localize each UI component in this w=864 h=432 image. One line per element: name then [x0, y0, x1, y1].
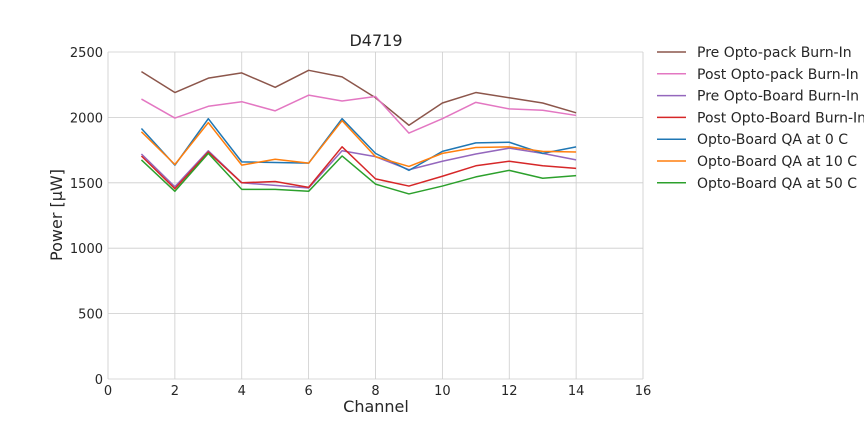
legend-entry: Opto-Board QA at 50 C	[697, 176, 857, 192]
y-tick-labels: 0 500 1000 1500 2000 2500	[70, 46, 103, 388]
series-line-5	[140, 117, 577, 172]
x-tick-label: 12	[501, 384, 518, 399]
x-tick-label: 14	[568, 384, 585, 399]
x-tick-label: 6	[304, 384, 312, 399]
x-tick-labels: 0 2 4 6 8 10 12 14 16	[104, 384, 651, 399]
series-line-3	[140, 147, 577, 189]
x-tick-label: 8	[371, 384, 379, 399]
legend-entry: Opto-Board QA at 0 C	[697, 132, 848, 148]
y-tick-label: 2000	[70, 111, 103, 126]
x-tick-label: 16	[635, 384, 652, 399]
x-axis-label: Channel	[343, 397, 409, 416]
grid	[107, 51, 644, 380]
legend-entry: Pre Opto-Board Burn-In	[697, 89, 859, 105]
series-line-2	[141, 94, 577, 134]
y-axis-label: Power [μW]	[47, 169, 66, 261]
series-line-6	[140, 119, 577, 168]
legend-entry: Post Opto-pack Burn-In	[697, 67, 859, 83]
legend-entry: Pre Opto-pack Burn-In	[697, 45, 852, 61]
legend: Pre Opto-pack Burn-In Post Opto-pack Burn…	[657, 45, 864, 192]
chart-title: D4719	[349, 31, 402, 50]
x-tick-label: 2	[171, 384, 179, 399]
y-tick-label: 0	[95, 373, 103, 388]
y-tick-label: 2500	[70, 46, 103, 61]
series-lines	[140, 69, 577, 195]
legend-entry: Post Opto-Board Burn-In	[697, 110, 864, 126]
y-tick-label: 1500	[70, 177, 103, 192]
y-tick-label: 500	[78, 308, 103, 323]
legend-entry: Opto-Board QA at 10 C	[697, 154, 857, 170]
series-line-4	[140, 146, 577, 190]
x-tick-label: 4	[238, 384, 246, 399]
series-line-7	[140, 152, 577, 195]
x-tick-label: 10	[434, 384, 451, 399]
series-line-1	[141, 69, 577, 126]
y-tick-label: 1000	[70, 242, 103, 257]
x-tick-label: 0	[104, 384, 112, 399]
